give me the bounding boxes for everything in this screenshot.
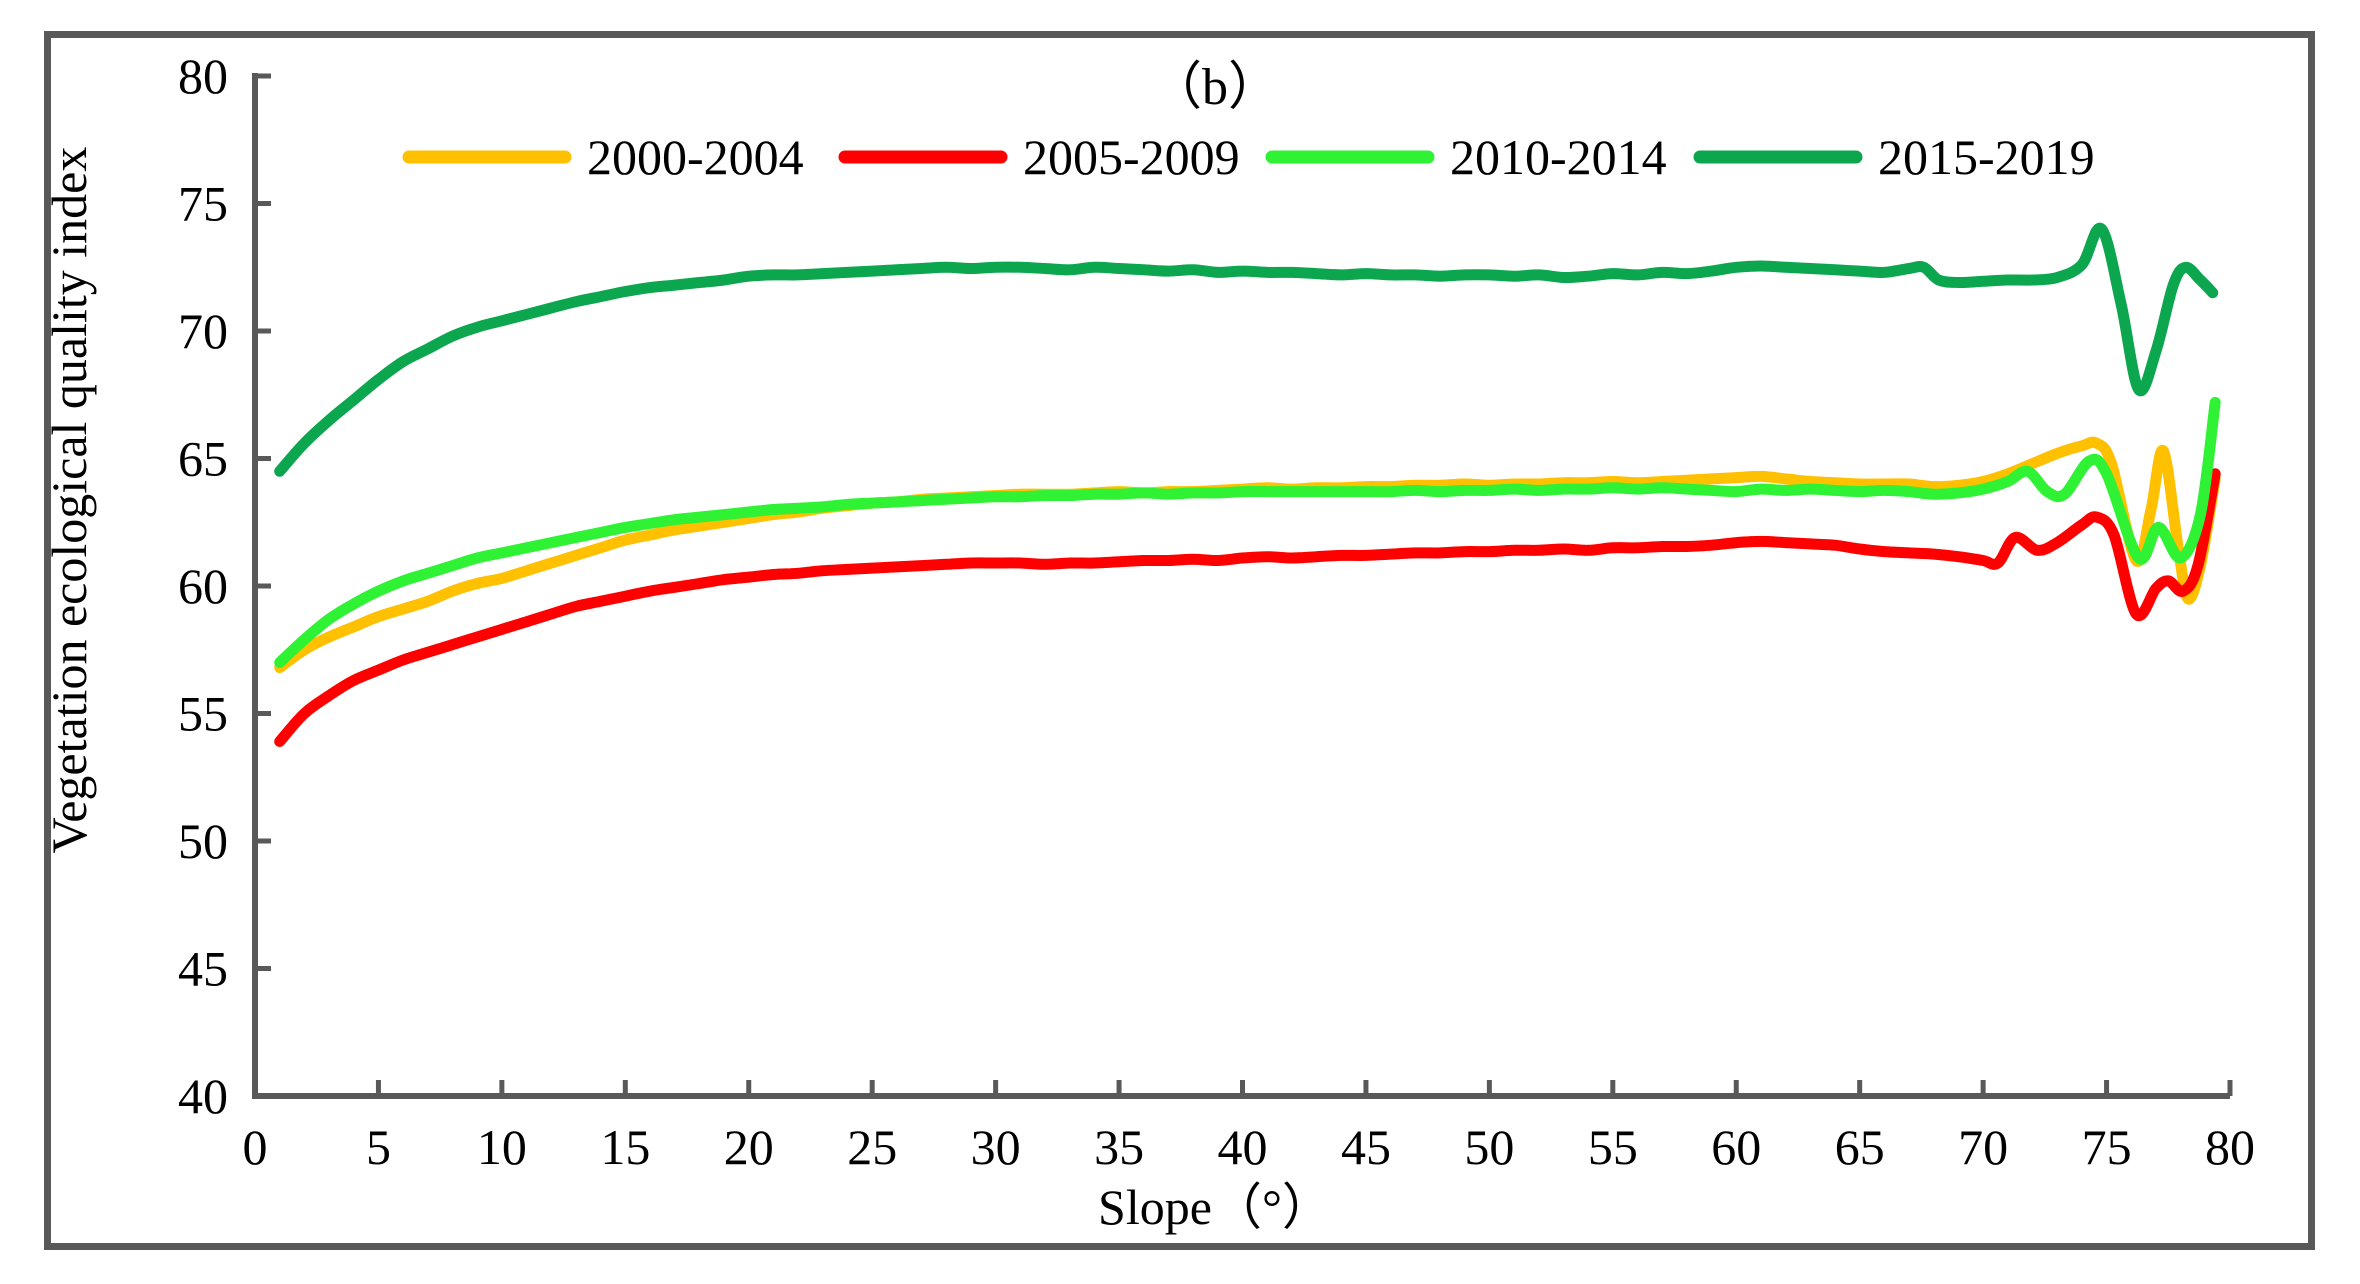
chart-title: （b） <box>1150 59 1280 116</box>
x-tick-label-80: 80 <box>2205 1119 2255 1175</box>
y-tick-label-70: 70 <box>178 303 228 359</box>
y-tick-label-50: 50 <box>178 813 228 869</box>
legend-label-2015-2019: 2015-2019 <box>1878 129 2095 185</box>
y-axis-title: Vegetation ecological quality index <box>41 147 97 854</box>
series-lines <box>274 222 2221 747</box>
x-tick-label-75: 75 <box>2082 1119 2132 1175</box>
y-tick-label-80: 80 <box>178 48 228 104</box>
legend-label-2005-2009: 2005-2009 <box>1023 129 1240 185</box>
x-tick-label-70: 70 <box>1958 1119 2008 1175</box>
axes: 40 45 50 55 60 65 70 75 80 0 5 10 15 20 25 30 35 40 45 50 55… <box>178 48 2255 1175</box>
series-line-2015-2019 <box>274 222 2219 477</box>
x-tick-label-5: 5 <box>366 1119 391 1175</box>
series-line-2010-2014 <box>274 396 2221 668</box>
figure-border <box>44 31 2315 1250</box>
y-tick-label-65: 65 <box>178 431 228 487</box>
x-tick-label-60: 60 <box>1711 1119 1761 1175</box>
x-tick-label-65: 65 <box>1835 1119 1885 1175</box>
x-tick-label-50: 50 <box>1464 1119 1514 1175</box>
y-tick-label-45: 45 <box>178 941 228 997</box>
series-line-2005-2009 <box>274 468 2221 747</box>
legend-label-2010-2014: 2010-2014 <box>1450 129 1667 185</box>
x-tick-label-20: 20 <box>724 1119 774 1175</box>
x-tick-label-40: 40 <box>1218 1119 1268 1175</box>
x-tick-label-0: 0 <box>243 1119 268 1175</box>
x-tick-label-35: 35 <box>1094 1119 1144 1175</box>
x-tick-label-25: 25 <box>847 1119 897 1175</box>
y-tick-label-55: 55 <box>178 686 228 742</box>
y-tick-label-40: 40 <box>178 1068 228 1124</box>
x-axis-title: Slope（°） <box>1098 1179 1332 1235</box>
y-tick-label-75: 75 <box>178 176 228 232</box>
x-tick-label-10: 10 <box>477 1119 527 1175</box>
x-tick-label-15: 15 <box>600 1119 650 1175</box>
y-tick-label-60: 60 <box>178 558 228 614</box>
x-tick-label-55: 55 <box>1588 1119 1638 1175</box>
x-tick-label-30: 30 <box>971 1119 1021 1175</box>
legend-label-2000-2004: 2000-2004 <box>587 129 804 185</box>
legend: 2000-2004 2005-2009 2010-2014 2015-2019 <box>402 129 2095 185</box>
x-tick-label-45: 45 <box>1341 1119 1391 1175</box>
